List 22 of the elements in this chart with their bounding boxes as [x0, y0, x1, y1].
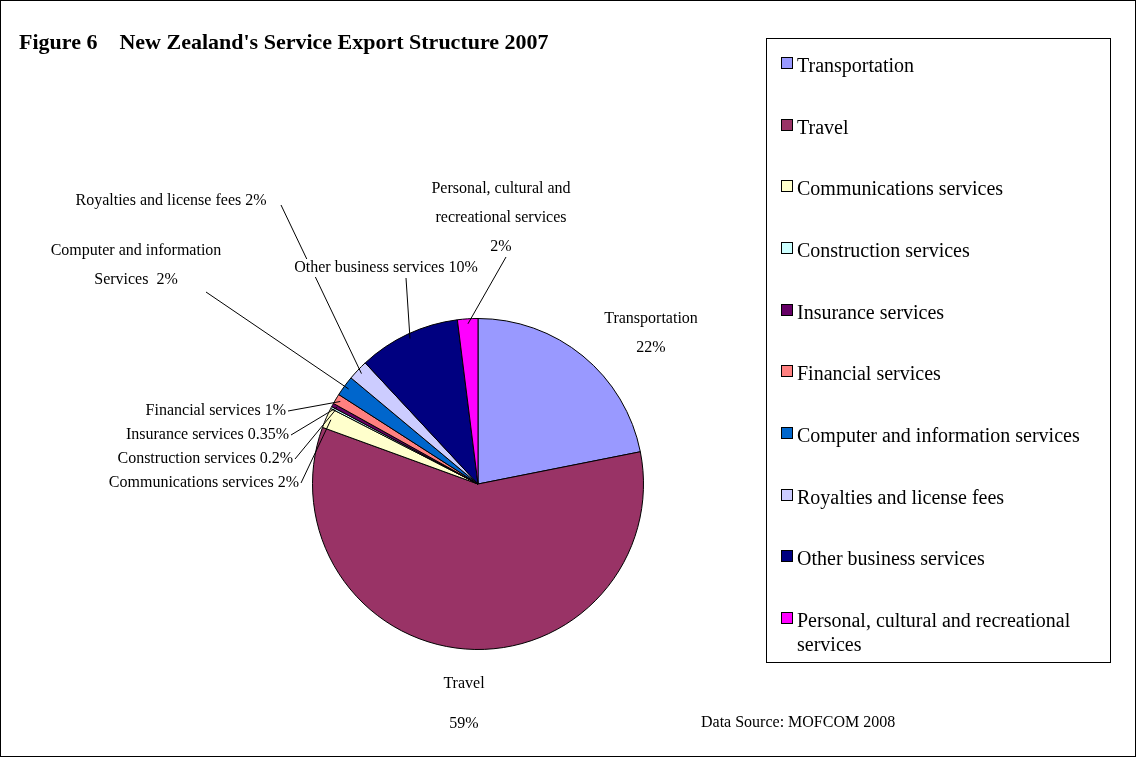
- legend-label: Construction services: [797, 237, 970, 262]
- data-label: Insurance services 0.35%: [125, 425, 289, 443]
- data-label: Financial services 1%: [145, 401, 286, 419]
- data-label: Computer and information Services 2%: [50, 241, 222, 288]
- data-label: Communications services 2%: [108, 473, 299, 491]
- legend-label: Other business services: [797, 546, 985, 571]
- legend-label: Computer and information services: [797, 422, 1080, 447]
- data-label: Transportation 22%: [604, 309, 698, 356]
- data-label: Other business services 10%: [294, 258, 478, 276]
- legend-label: Financial services: [797, 361, 941, 386]
- chart-title: Figure 6 New Zealand's Service Export Structure 2007: [19, 29, 549, 55]
- legend-label: Personal, cultural and recreational services: [797, 607, 1072, 656]
- data-label: Royalties and license fees 2%: [75, 191, 267, 210]
- data-label: Construction services 0.2%: [117, 449, 293, 467]
- data-label: Personal, cultural and recreational services 2%: [431, 179, 571, 255]
- legend-label: Insurance services: [797, 299, 945, 324]
- source-note: Data Source: MOFCOM 2008: [701, 713, 896, 731]
- legend-label: Travel: [797, 114, 849, 139]
- legend-label: Royalties and license fees: [797, 484, 1005, 509]
- text: Travel 59%: [443, 674, 485, 732]
- legend-label: Communications services: [797, 176, 1004, 201]
- legend-label: Transportation: [797, 53, 915, 77]
